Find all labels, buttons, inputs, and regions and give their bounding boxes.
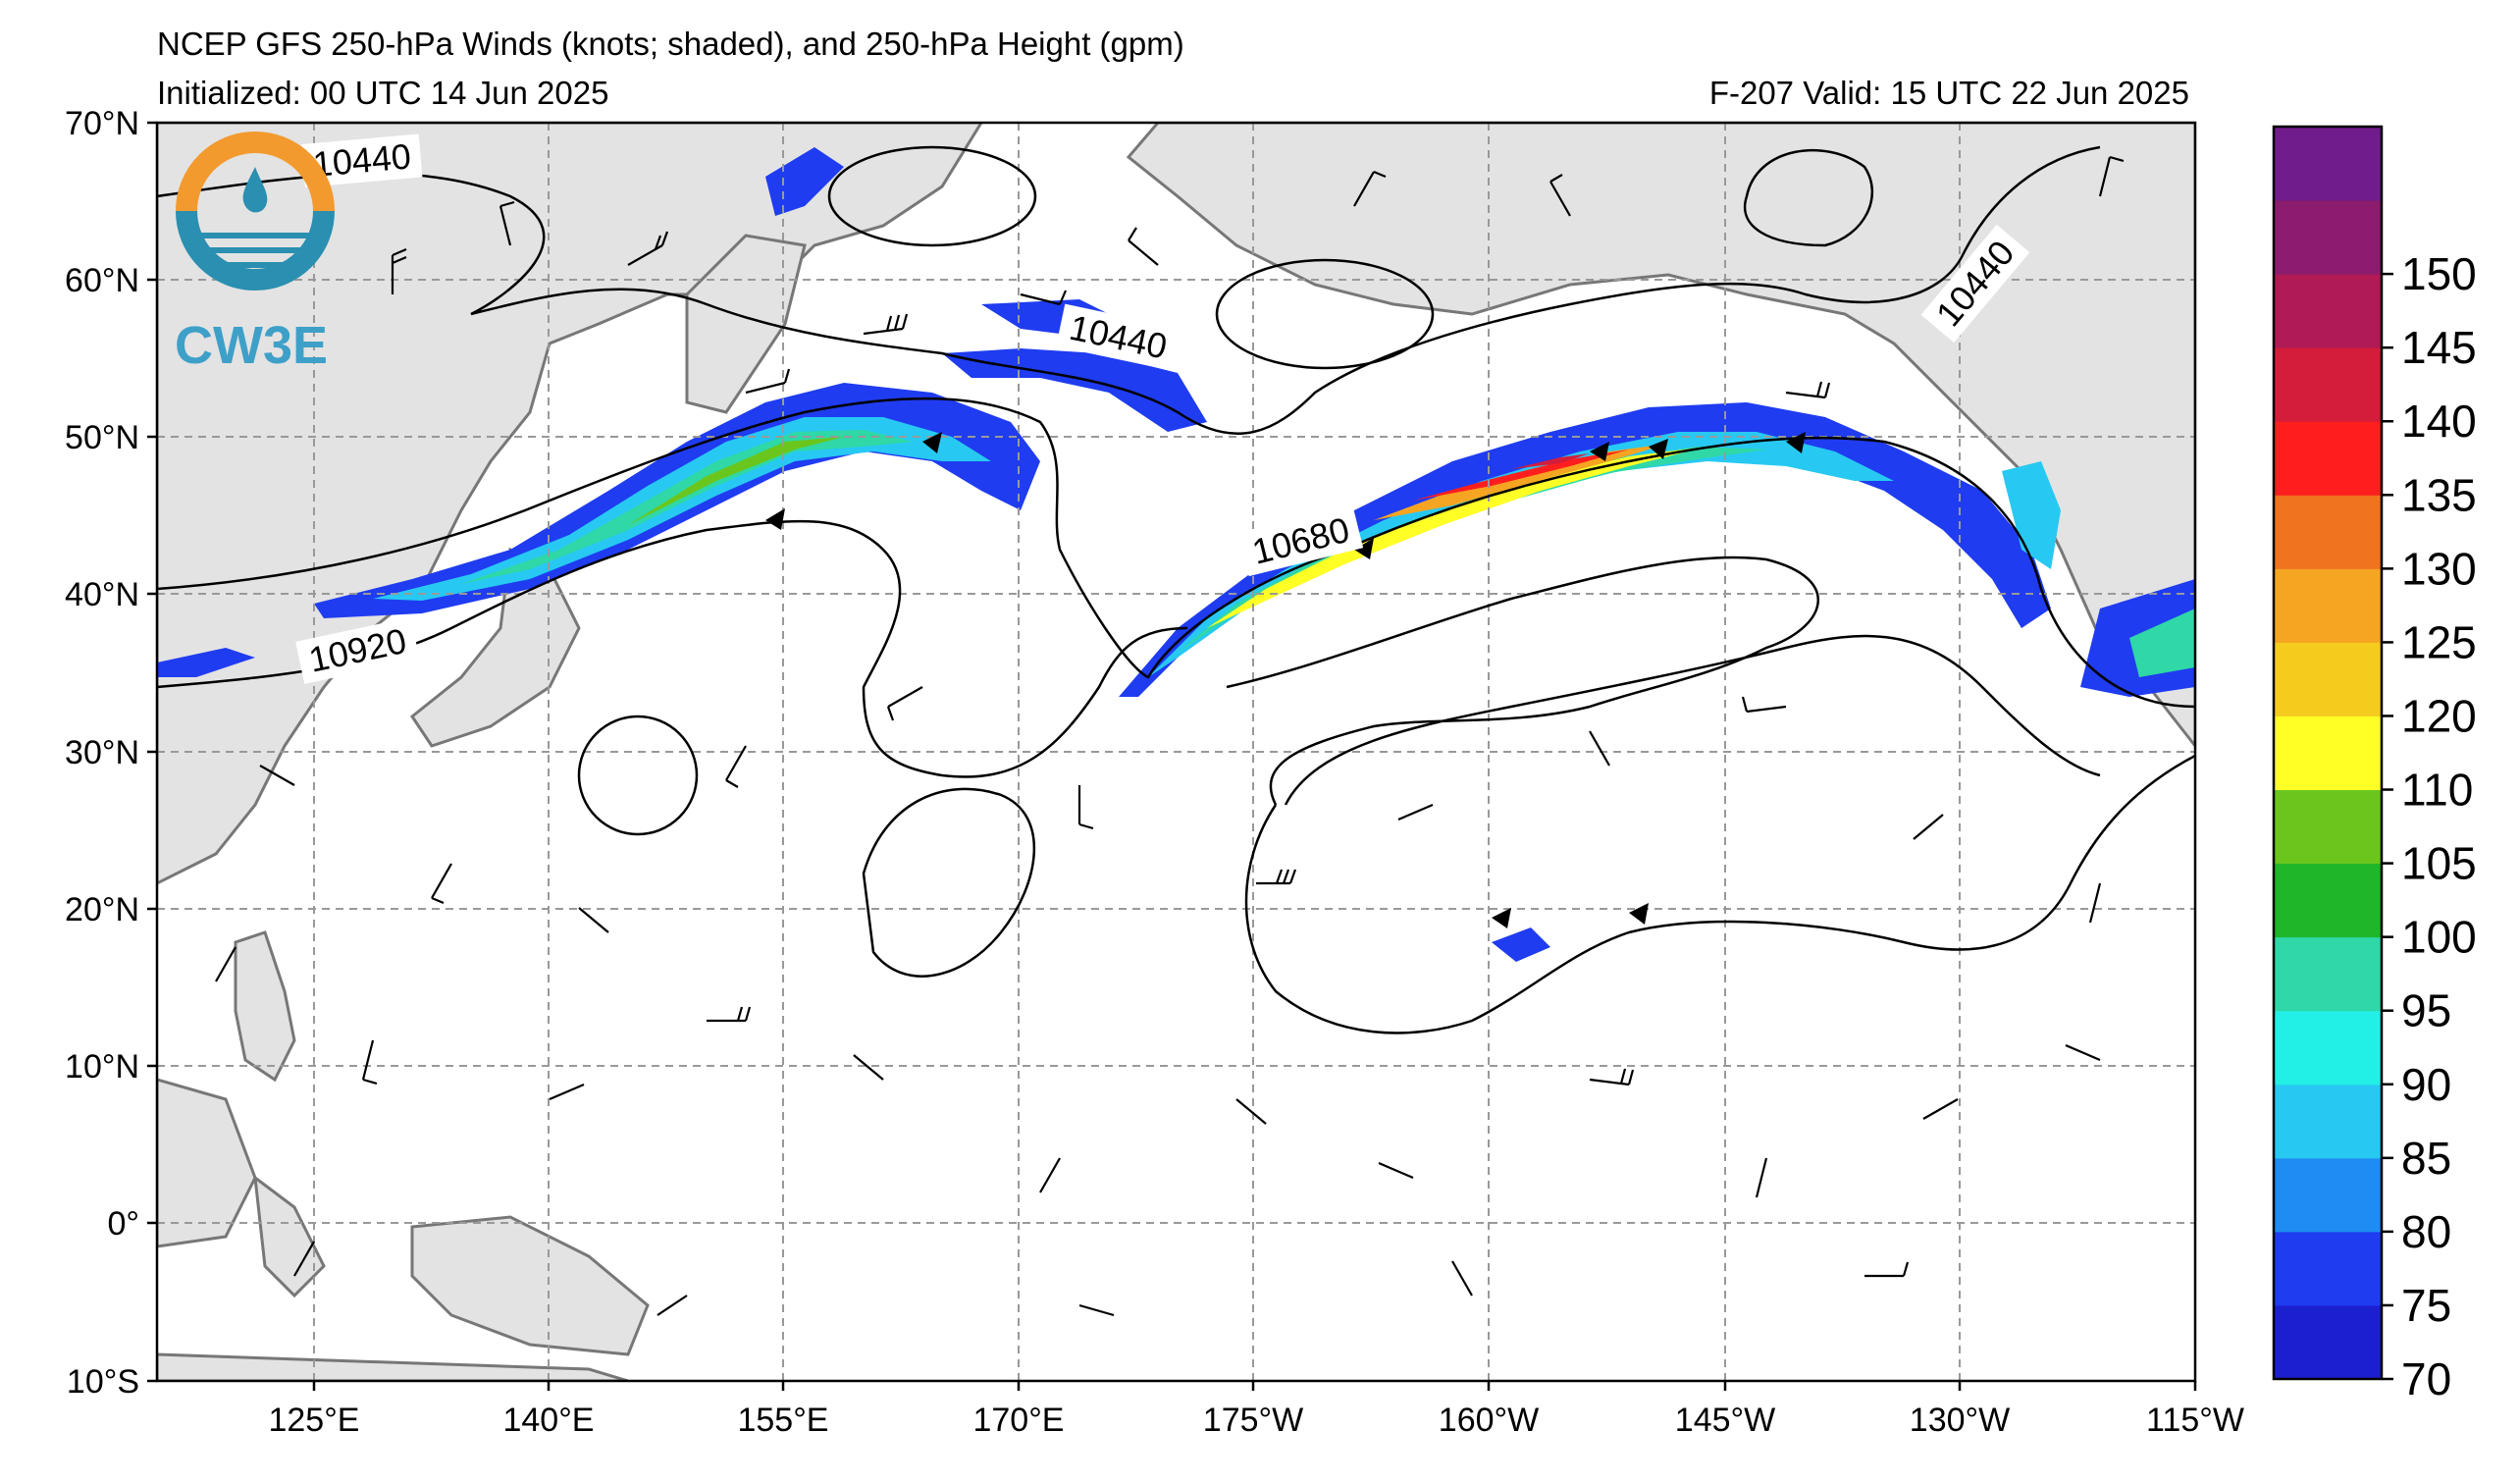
colorbar-label: 90 [2401, 1059, 2451, 1110]
wind-barbs [215, 155, 2125, 1317]
colorbar-label: 150 [2401, 248, 2477, 299]
longitude-labels: 125°E 140°E 155°E 170°E 175°W 160°W 145°… [268, 1402, 2243, 1439]
map-title: NCEP GFS 250-hPa Winds (knots; shaded), … [157, 26, 1184, 62]
logo-sun-icon [176, 132, 335, 212]
colorbar-label: 145 [2401, 322, 2477, 373]
lon-label: 125°E [268, 1402, 359, 1439]
axis-ticks [147, 121, 2197, 1391]
colorbar-swatch [2274, 936, 2382, 1012]
latitude-labels: 70°N 60°N 50°N 40°N 30°N 20°N 10°N 0° 10… [65, 105, 139, 1401]
lon-label: 175°W [1203, 1402, 1303, 1439]
colorbar-swatch [2274, 1304, 2382, 1380]
colorbar-label: 140 [2401, 396, 2477, 447]
colorbar-label: 80 [2401, 1206, 2451, 1257]
contour-labels: 10440 10440 10440 10680 10920 [295, 133, 2030, 684]
lat-label: 20°N [65, 891, 139, 928]
colorbar-swatch [2274, 495, 2382, 569]
colorbar-swatch [2274, 1084, 2382, 1159]
colorbar-swatch [2274, 127, 2382, 201]
colorbar-swatch [2274, 715, 2382, 791]
colorbar-label: 75 [2401, 1280, 2451, 1331]
colorbar-label: 85 [2401, 1133, 2451, 1184]
colorbar-label: 100 [2401, 912, 2477, 963]
lon-label: 155°E [737, 1402, 828, 1439]
colorbar-swatch [2274, 1231, 2382, 1306]
colorbar-swatch [2274, 200, 2382, 275]
lat-label: 10°S [67, 1363, 139, 1401]
valid-time: F-207 Valid: 15 UTC 22 Jun 2025 [1708, 75, 2189, 111]
colorbar-swatch [2274, 1010, 2382, 1086]
colorbar-swatch [2274, 642, 2382, 716]
lat-label: 0° [107, 1205, 139, 1243]
height-contours [157, 145, 2195, 1034]
colorbar-swatch [2274, 568, 2382, 643]
colorbar-label: 135 [2401, 469, 2477, 520]
lat-label: 40°N [65, 576, 139, 613]
colorbar-swatch [2274, 1157, 2382, 1233]
lat-label: 70°N [65, 105, 139, 142]
colorbar-swatch [2274, 789, 2382, 865]
colorbar-swatch [2274, 347, 2382, 422]
colorbar-label: 95 [2401, 985, 2451, 1036]
colorbar-swatch [2274, 421, 2382, 496]
logo-drop-icon [242, 167, 268, 213]
lat-label: 30°N [65, 734, 139, 771]
colorbar: 70 75 80 85 90 95 100 105 110 120 125 130 135 140 145 1… [2272, 125, 2477, 1404]
contour-label: 10440 [311, 135, 412, 185]
lon-label: 130°W [1910, 1402, 2010, 1439]
graticule [157, 123, 2195, 1381]
lon-label: 115°W [2146, 1402, 2244, 1439]
colorbar-label: 110 [2401, 765, 2473, 816]
colorbar-label: 125 [2401, 616, 2477, 667]
lat-label: 10°N [65, 1048, 139, 1086]
colorbar-label: 120 [2401, 690, 2477, 741]
colorbar-label: 105 [2401, 838, 2477, 889]
lon-label: 160°W [1439, 1402, 1539, 1439]
colorbar-border [2272, 125, 2384, 1381]
land-masses [157, 123, 2195, 1381]
logo-wave-icon [201, 233, 309, 268]
lon-label: 170°E [972, 1402, 1064, 1439]
colorbar-label: 130 [2401, 543, 2477, 594]
colorbar-label: 70 [2401, 1353, 2451, 1404]
lat-label: 50°N [65, 419, 139, 456]
lon-label: 140°E [502, 1402, 594, 1439]
lat-label: 60°N [65, 262, 139, 299]
cw3e-logo: CW3E [175, 132, 335, 375]
lon-label: 145°W [1675, 1402, 1775, 1439]
colorbar-swatch [2274, 863, 2382, 938]
init-time: Initialized: 00 UTC 14 Jun 2025 [157, 75, 609, 111]
colorbar-swatch [2274, 274, 2382, 348]
logo-text: CW3E [175, 316, 328, 375]
wind-pennants [765, 432, 1806, 928]
